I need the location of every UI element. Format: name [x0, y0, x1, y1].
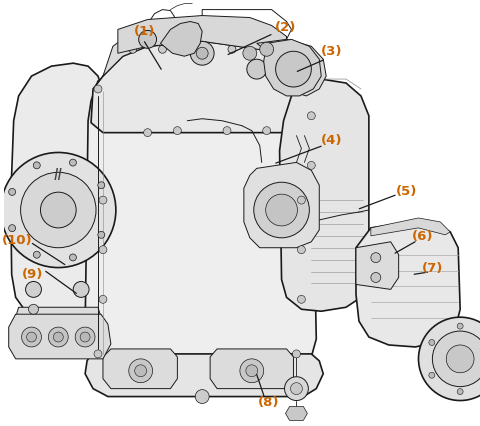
Circle shape — [262, 127, 270, 135]
Circle shape — [99, 196, 107, 204]
Circle shape — [418, 317, 480, 400]
Circle shape — [275, 51, 311, 87]
Circle shape — [297, 295, 305, 303]
Polygon shape — [160, 21, 202, 56]
Polygon shape — [85, 354, 323, 397]
Text: (3): (3) — [321, 45, 342, 58]
Circle shape — [33, 162, 40, 169]
Circle shape — [228, 45, 235, 53]
Polygon shape — [103, 349, 177, 389]
Circle shape — [99, 295, 107, 303]
Polygon shape — [263, 39, 321, 96]
Circle shape — [246, 59, 266, 79]
Polygon shape — [85, 76, 316, 364]
Circle shape — [99, 246, 107, 253]
Circle shape — [223, 127, 230, 135]
Circle shape — [190, 41, 214, 65]
Circle shape — [193, 45, 201, 53]
Circle shape — [9, 225, 15, 232]
Circle shape — [25, 282, 41, 297]
Circle shape — [292, 45, 300, 53]
Circle shape — [48, 327, 68, 347]
Circle shape — [265, 194, 297, 226]
Circle shape — [94, 85, 102, 93]
Circle shape — [134, 365, 146, 377]
Text: (1): (1) — [133, 25, 155, 38]
Circle shape — [21, 173, 96, 248]
Circle shape — [26, 332, 36, 342]
Polygon shape — [243, 162, 319, 248]
Circle shape — [259, 42, 273, 56]
Polygon shape — [370, 218, 449, 236]
Circle shape — [158, 45, 166, 53]
Circle shape — [297, 196, 305, 204]
Circle shape — [245, 365, 257, 377]
Text: (10): (10) — [2, 234, 32, 247]
Circle shape — [370, 253, 380, 262]
Circle shape — [138, 30, 156, 48]
Circle shape — [456, 389, 462, 394]
Circle shape — [297, 246, 305, 253]
Circle shape — [80, 332, 90, 342]
Circle shape — [195, 390, 209, 403]
Circle shape — [428, 372, 434, 378]
Polygon shape — [91, 41, 311, 132]
Text: (7): (7) — [421, 262, 442, 275]
Polygon shape — [13, 307, 103, 349]
Circle shape — [292, 85, 300, 93]
Circle shape — [432, 331, 480, 387]
Polygon shape — [11, 63, 108, 324]
Circle shape — [292, 350, 300, 358]
Circle shape — [196, 47, 208, 59]
Circle shape — [69, 159, 76, 166]
Circle shape — [240, 359, 263, 383]
Polygon shape — [355, 222, 459, 347]
Circle shape — [22, 327, 41, 347]
Text: (8): (8) — [257, 396, 279, 409]
Polygon shape — [285, 406, 307, 420]
Circle shape — [94, 350, 102, 358]
Circle shape — [69, 254, 76, 261]
Polygon shape — [279, 79, 368, 311]
Text: (9): (9) — [22, 268, 43, 281]
Polygon shape — [355, 242, 398, 289]
Circle shape — [1, 153, 116, 268]
Polygon shape — [256, 39, 325, 96]
Polygon shape — [9, 314, 111, 359]
Circle shape — [262, 45, 270, 53]
Text: (6): (6) — [411, 230, 432, 243]
Text: (2): (2) — [274, 20, 295, 34]
Circle shape — [242, 46, 256, 60]
Circle shape — [33, 251, 40, 258]
Polygon shape — [118, 15, 286, 53]
Circle shape — [97, 182, 105, 189]
Circle shape — [28, 304, 38, 314]
Polygon shape — [210, 349, 293, 389]
Circle shape — [173, 127, 181, 135]
Text: (5): (5) — [396, 184, 417, 198]
Circle shape — [129, 45, 136, 53]
Circle shape — [75, 327, 95, 347]
Circle shape — [456, 323, 462, 329]
Text: (4): (4) — [321, 134, 342, 147]
Circle shape — [284, 377, 308, 400]
Circle shape — [97, 231, 105, 238]
Circle shape — [40, 192, 76, 228]
Circle shape — [73, 282, 89, 297]
Circle shape — [307, 161, 315, 170]
Circle shape — [53, 332, 63, 342]
Circle shape — [144, 129, 151, 137]
Circle shape — [445, 345, 473, 373]
Circle shape — [290, 383, 302, 394]
Circle shape — [9, 188, 15, 196]
Circle shape — [370, 273, 380, 282]
Text: II: II — [54, 168, 63, 183]
Circle shape — [253, 182, 309, 238]
Circle shape — [307, 112, 315, 120]
Circle shape — [428, 340, 434, 345]
Polygon shape — [103, 21, 306, 76]
Circle shape — [129, 359, 152, 383]
